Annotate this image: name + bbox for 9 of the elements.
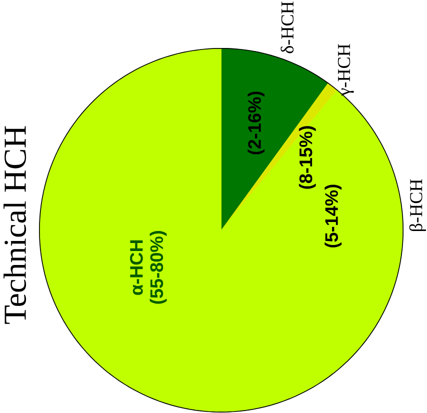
text: (55-80%) [150,231,167,304]
text: (5-14%) [324,185,342,248]
text: (8-15%) [298,126,316,190]
text: (2-16%) [248,92,265,155]
slice-label: δ-HCH [280,2,294,54]
slice-label: γ-HCH [338,44,354,96]
slice-label: β-HCH [409,179,426,232]
text: Technical HCH [4,126,26,324]
slice-label: α-HCH [130,240,143,296]
